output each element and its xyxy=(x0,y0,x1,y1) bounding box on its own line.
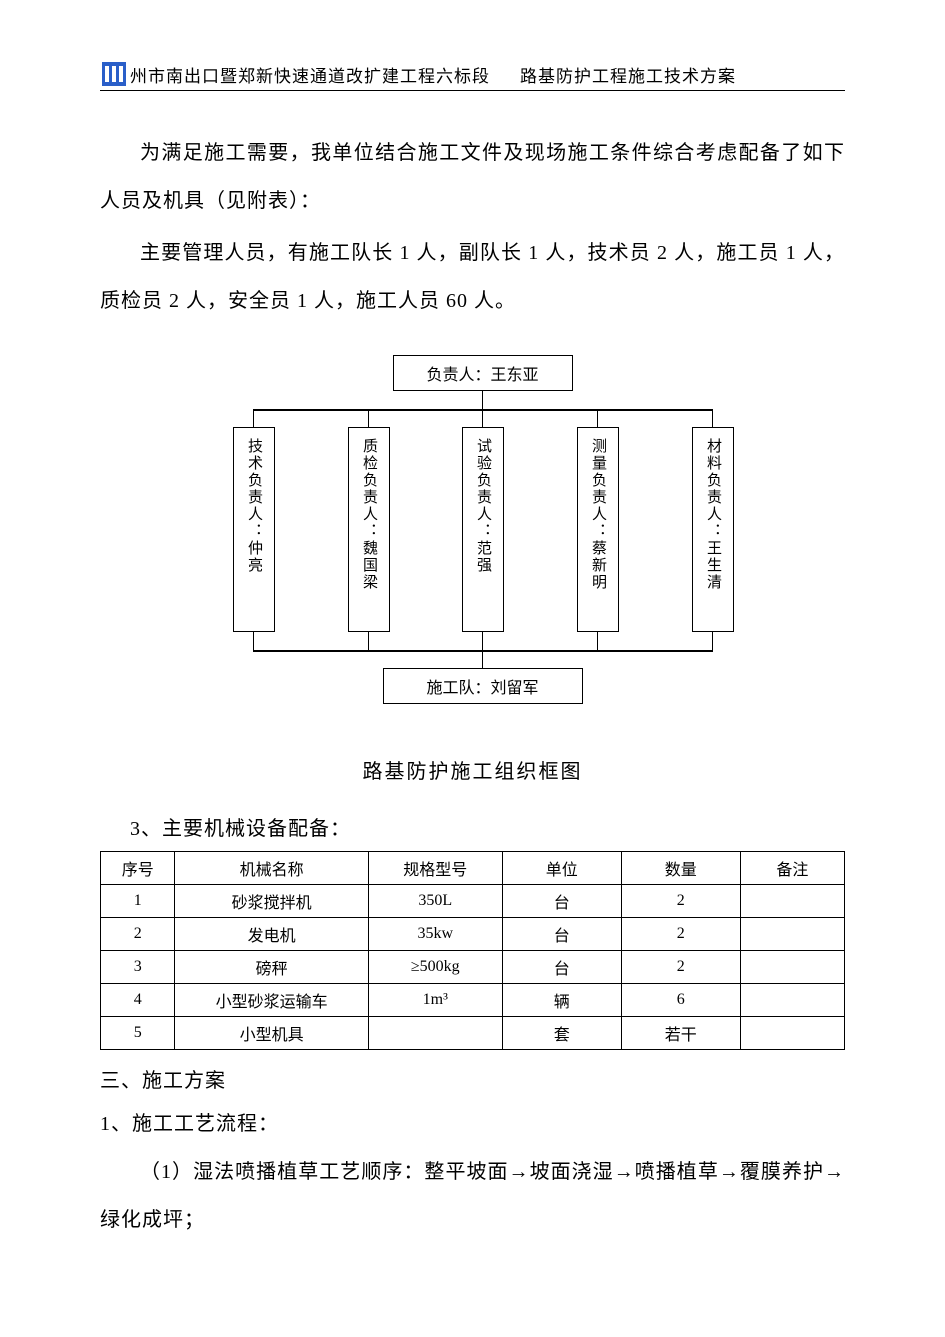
section-3-heading: 三、施工方案 xyxy=(100,1064,845,1093)
org-line xyxy=(597,632,599,650)
cell: 35kw xyxy=(368,918,502,951)
cell: 4 xyxy=(101,984,175,1017)
body-text-block: 为满足施工需要，我单位结合施工文件及现场施工条件综合考虑配备了如下人员及机具（见… xyxy=(100,129,845,325)
section-3-1-heading: 1、施工工艺流程： xyxy=(100,1107,845,1136)
table-row: 4 小型砂浆运输车 1m³ 辆 6 xyxy=(101,984,845,1017)
cell: 砂浆搅拌机 xyxy=(175,885,368,918)
cell: 磅秤 xyxy=(175,951,368,984)
org-col-4-label: 测量负责人：蔡新明 xyxy=(587,438,608,591)
org-line xyxy=(482,632,484,650)
equip-tbody: 1 砂浆搅拌机 350L 台 2 2 发电机 35kw 台 2 3 磅秤 ≥50… xyxy=(101,885,845,1050)
org-col-3-label: 试验负责人：范强 xyxy=(472,438,493,574)
org-col-1-label: 技术负责人：仲亮 xyxy=(243,438,264,574)
th-1: 机械名称 xyxy=(175,852,368,885)
th-3: 单位 xyxy=(502,852,621,885)
paragraph-1: 为满足施工需要，我单位结合施工文件及现场施工条件综合考虑配备了如下人员及机具（见… xyxy=(100,129,845,225)
cell: 台 xyxy=(502,918,621,951)
org-col-3: 试验负责人：范强 xyxy=(462,427,504,632)
th-4: 数量 xyxy=(621,852,740,885)
org-line xyxy=(253,632,255,650)
cell: 套 xyxy=(502,1017,621,1050)
org-line xyxy=(482,391,484,409)
org-col-5-label: 材料负责人：王生清 xyxy=(702,438,723,591)
org-col-5: 材料负责人：王生清 xyxy=(692,427,734,632)
cell: 5 xyxy=(101,1017,175,1050)
cell: 1m³ xyxy=(368,984,502,1017)
header-left-text: 州市南出口暨郑新快速通道改扩建工程六标段 xyxy=(130,62,490,87)
process-text: （1）湿法喷播植草工艺顺序：整平坡面→坡面浇湿→喷播植草→覆膜养护→绿化成坪； xyxy=(100,1148,845,1244)
paragraph-2: 主要管理人员，有施工队长 1 人，副队长 1 人，技术员 2 人，施工员 1 人… xyxy=(100,229,845,325)
org-bottom-label: 施工队：刘留军 xyxy=(426,674,538,698)
org-chart: 负责人：王东亚 技术负责人：仲亮 质检负责人：魏国梁 试验负责人：范强 测量负责… xyxy=(193,355,753,725)
header-right-text: 路基防护工程施工技术方案 xyxy=(520,62,736,87)
cell: ≥500kg xyxy=(368,951,502,984)
org-line xyxy=(482,650,484,668)
cell xyxy=(740,951,844,984)
th-5: 备注 xyxy=(740,852,844,885)
cell: 小型砂浆运输车 xyxy=(175,984,368,1017)
cell: 2 xyxy=(621,918,740,951)
cell: 若干 xyxy=(621,1017,740,1050)
org-col-4: 测量负责人：蔡新明 xyxy=(577,427,619,632)
table-row: 3 磅秤 ≥500kg 台 2 xyxy=(101,951,845,984)
org-col-1: 技术负责人：仲亮 xyxy=(233,427,275,632)
org-line xyxy=(368,409,370,427)
table-row: 2 发电机 35kw 台 2 xyxy=(101,918,845,951)
cell xyxy=(740,918,844,951)
equip-thead: 序号 机械名称 规格型号 单位 数量 备注 xyxy=(101,852,845,885)
process-1: （1）湿法喷播植草工艺顺序：整平坡面→坡面浇湿→喷播植草→覆膜养护→绿化成坪； xyxy=(100,1148,845,1244)
equip-section-title: 3、主要机械设备配备： xyxy=(100,812,845,841)
cell: 3 xyxy=(101,951,175,984)
th-0: 序号 xyxy=(101,852,175,885)
cell: 350L xyxy=(368,885,502,918)
page-header: 州市南出口暨郑新快速通道改扩建工程六标段 路基防护工程施工技术方案 xyxy=(100,60,845,91)
org-col-2: 质检负责人：魏国梁 xyxy=(348,427,390,632)
org-top-box: 负责人：王东亚 xyxy=(393,355,573,391)
cell xyxy=(740,885,844,918)
equipment-table: 序号 机械名称 规格型号 单位 数量 备注 1 砂浆搅拌机 350L 台 2 2… xyxy=(100,851,845,1050)
cell: 6 xyxy=(621,984,740,1017)
th-2: 规格型号 xyxy=(368,852,502,885)
cell: 小型机具 xyxy=(175,1017,368,1050)
org-col-2-label: 质检负责人：魏国梁 xyxy=(358,438,379,591)
cell: 2 xyxy=(101,918,175,951)
logo-icon xyxy=(100,60,128,88)
org-bottom-box: 施工队：刘留军 xyxy=(383,668,583,704)
cell: 台 xyxy=(502,951,621,984)
cell xyxy=(740,1017,844,1050)
page: 州市南出口暨郑新快速通道改扩建工程六标段 路基防护工程施工技术方案 为满足施工需… xyxy=(0,0,945,1328)
org-line xyxy=(482,409,484,427)
cell: 发电机 xyxy=(175,918,368,951)
cell xyxy=(740,984,844,1017)
org-top-label: 负责人：王东亚 xyxy=(426,361,538,385)
cell: 辆 xyxy=(502,984,621,1017)
table-row: 5 小型机具 套 若干 xyxy=(101,1017,845,1050)
org-line xyxy=(368,632,370,650)
cell: 2 xyxy=(621,885,740,918)
org-line xyxy=(712,632,714,650)
org-line xyxy=(253,409,255,427)
org-line xyxy=(712,409,714,427)
org-line xyxy=(597,409,599,427)
cell: 2 xyxy=(621,951,740,984)
cell: 1 xyxy=(101,885,175,918)
orgchart-caption: 路基防护施工组织框图 xyxy=(100,755,845,784)
table-row: 1 砂浆搅拌机 350L 台 2 xyxy=(101,885,845,918)
table-header-row: 序号 机械名称 规格型号 单位 数量 备注 xyxy=(101,852,845,885)
cell: 台 xyxy=(502,885,621,918)
cell xyxy=(368,1017,502,1050)
